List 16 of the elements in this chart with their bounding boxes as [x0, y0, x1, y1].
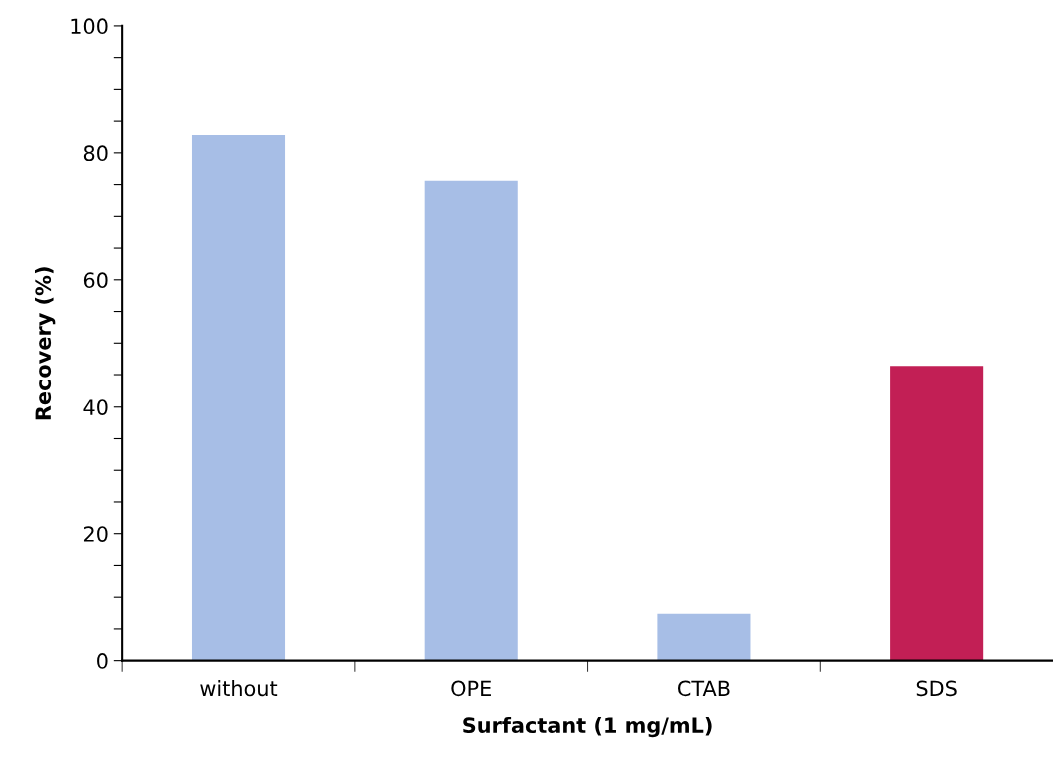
- bar: [424, 180, 518, 661]
- y-tick-label: 80: [83, 145, 108, 162]
- x-axis-title: Surfactant (1 mg/mL): [463, 716, 712, 738]
- y-tick-label: 0: [97, 653, 108, 669]
- x-tick-label: without: [200, 680, 278, 697]
- x-tick-label: SDS: [916, 680, 957, 697]
- x-tick-label: CTAB: [678, 680, 730, 697]
- bar: [657, 613, 751, 661]
- y-tick-label: 40: [83, 399, 108, 415]
- y-tick-label: 60: [83, 272, 108, 289]
- x-tick-label: OPE: [451, 680, 491, 697]
- bar: [890, 366, 984, 661]
- y-axis-title: Recovery (%): [35, 267, 56, 420]
- y-tick-label: 100: [71, 18, 108, 35]
- y-tick-label: 20: [83, 526, 108, 542]
- bar: [191, 135, 286, 661]
